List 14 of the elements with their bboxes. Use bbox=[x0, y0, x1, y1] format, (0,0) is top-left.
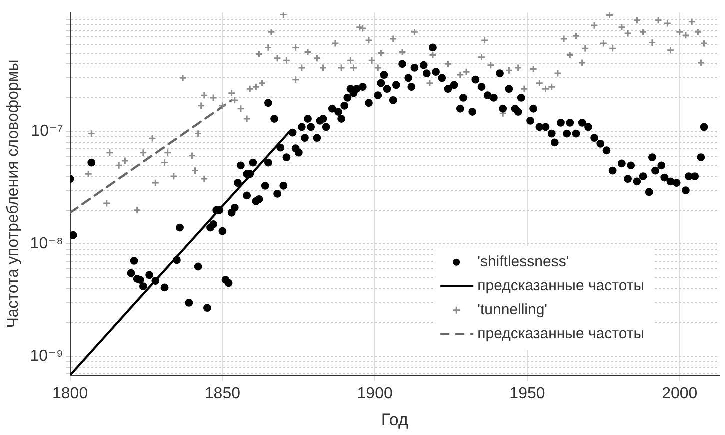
y-tick-label: 10⁻⁷ bbox=[31, 123, 64, 140]
x-tick-label: 1900 bbox=[357, 385, 393, 402]
legend-label: 'tunnelling' bbox=[478, 302, 548, 319]
legend-label: предсказанные частоты bbox=[478, 326, 645, 343]
x-tick-label: 1850 bbox=[204, 385, 241, 402]
x-tick-label: 2000 bbox=[662, 385, 698, 402]
y-tick-label: 10⁻⁸ bbox=[30, 236, 64, 253]
y-tick-label: 10⁻⁹ bbox=[30, 348, 64, 365]
legend-label: предсказанные частоты bbox=[478, 278, 645, 295]
x-axis-title: Год bbox=[381, 410, 409, 430]
x-tick-label: 1950 bbox=[510, 385, 546, 402]
y-axis-title: Частота употребления словоформы bbox=[5, 60, 22, 328]
legend-label: 'shiftlessness' bbox=[478, 254, 570, 271]
x-tick-label: 1800 bbox=[52, 385, 88, 402]
